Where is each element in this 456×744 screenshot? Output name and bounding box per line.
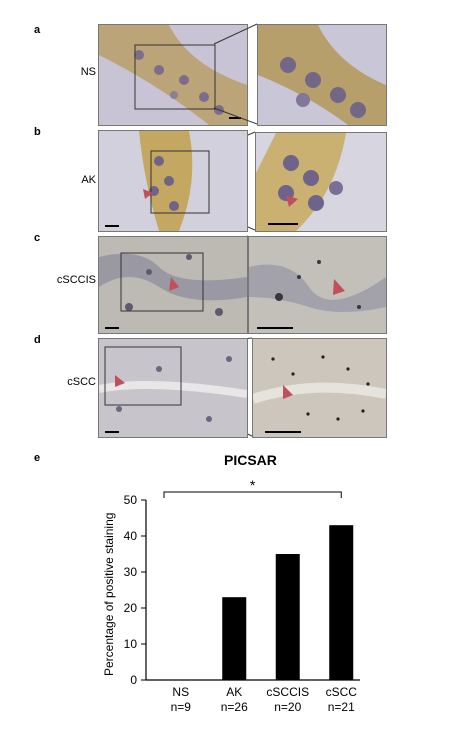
y-tick-label: 0	[130, 673, 137, 687]
panel-letter-c: c	[34, 232, 41, 244]
micrograph-ak-overview	[98, 130, 248, 232]
panel-letter-d: d	[34, 334, 41, 346]
micrograph-cscc-is-zoom	[248, 236, 387, 334]
row-label-ns: NS	[80, 66, 96, 78]
row-label-ak: AK	[81, 174, 96, 186]
y-tick-label: 10	[124, 637, 138, 651]
chart-title: PICSAR	[224, 452, 277, 468]
panel-letter-b: b	[34, 126, 41, 138]
y-tick-label: 40	[124, 529, 138, 543]
row-label-cscc: cSCC	[67, 376, 96, 388]
micrograph-cscc-is-overview	[98, 236, 248, 334]
significance-marker: *	[250, 477, 256, 493]
x-tick-label: AK	[226, 685, 242, 699]
bar-ak	[222, 597, 247, 680]
x-tick-sample-size: n=21	[328, 700, 355, 714]
y-tick-label: 30	[124, 565, 138, 579]
micrograph-ns-zoom	[257, 24, 387, 126]
significance-bracket	[163, 491, 342, 498]
x-tick-sample-size: n=26	[221, 700, 248, 714]
y-tick-label: 20	[124, 601, 138, 615]
bar-csccis	[275, 554, 300, 680]
x-tick-label: cSCC	[326, 685, 358, 699]
bar-cscc	[329, 525, 354, 680]
x-tick-sample-size: n=20	[274, 700, 301, 714]
micrograph-ak-zoom	[255, 132, 387, 232]
x-tick-label: cSCCIS	[266, 685, 309, 699]
micrograph-cscc-overview	[98, 338, 248, 438]
panel-letter-e: e	[34, 452, 41, 464]
micrograph-cscc-zoom	[252, 338, 387, 438]
x-tick-label: NS	[172, 685, 189, 699]
micrograph-ns-overview	[98, 24, 248, 126]
row-label-csccis: cSCCIS	[56, 274, 96, 286]
x-tick-sample-size: n=9	[171, 700, 192, 714]
y-tick-label: 50	[124, 493, 138, 507]
panel-letter-a: a	[34, 24, 41, 36]
